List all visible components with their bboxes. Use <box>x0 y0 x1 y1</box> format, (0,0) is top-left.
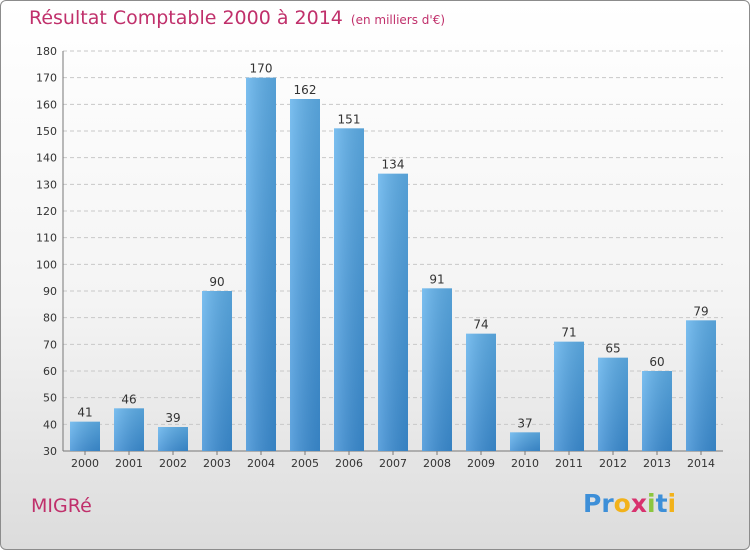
chart-title: Résultat Comptable 2000 à 2014 (en millie… <box>29 7 445 29</box>
data-label: 151 <box>338 112 361 126</box>
x-tick-label: 2002 <box>159 457 187 470</box>
data-label: 170 <box>250 62 273 76</box>
x-tick-label: 2001 <box>115 457 143 470</box>
x-tick-label: 2011 <box>555 457 583 470</box>
bar-shade <box>70 421 100 451</box>
y-tick-label: 170 <box>36 72 57 85</box>
chart-subtitle: (en milliers d'€) <box>350 13 446 27</box>
x-tick-label: 2010 <box>511 457 539 470</box>
bar-shade <box>686 320 716 451</box>
y-tick-label: 140 <box>36 152 57 165</box>
data-label: 39 <box>165 411 180 425</box>
logo-letter: x <box>630 489 647 518</box>
bar-shade <box>246 77 276 452</box>
place-name: MIGRé <box>31 495 92 517</box>
chart-title-text: Résultat Comptable 2000 à 2014 <box>29 7 343 29</box>
y-tick-label: 130 <box>36 178 57 191</box>
logo-letter: t <box>655 489 668 518</box>
data-label: 60 <box>649 355 664 369</box>
data-label: 65 <box>605 342 620 356</box>
data-label: 71 <box>561 326 576 340</box>
x-tick-label: 2004 <box>247 457 275 470</box>
bar-shade <box>510 432 540 451</box>
data-label: 37 <box>517 416 532 430</box>
x-tick-label: 2006 <box>335 457 363 470</box>
data-label: 162 <box>294 83 317 97</box>
bar-shade <box>334 128 364 451</box>
bar-shade <box>466 333 496 451</box>
bar-shade <box>290 99 320 451</box>
bar-shade <box>422 288 452 451</box>
y-tick-label: 110 <box>36 232 57 245</box>
data-label: 90 <box>209 275 224 289</box>
y-tick-label: 150 <box>36 125 57 138</box>
y-tick-label: 120 <box>36 205 57 218</box>
proxiti-logo: Proxiti <box>583 489 676 518</box>
y-tick-label: 40 <box>43 418 57 431</box>
y-tick-label: 60 <box>43 365 57 378</box>
x-tick-label: 2005 <box>291 457 319 470</box>
y-tick-label: 50 <box>43 392 57 405</box>
data-label: 79 <box>693 304 708 318</box>
logo-letter: r <box>601 489 614 518</box>
bar-shade <box>378 173 408 451</box>
bar-shade <box>554 341 584 451</box>
x-tick-label: 2013 <box>643 457 671 470</box>
bar-shade <box>202 291 232 451</box>
logo-letter: i <box>647 489 656 518</box>
data-label: 134 <box>382 158 405 172</box>
bar-shade <box>598 357 628 451</box>
logo-letter: i <box>667 489 677 518</box>
x-tick-label: 2003 <box>203 457 231 470</box>
bar-shade <box>642 371 672 451</box>
y-tick-label: 30 <box>43 445 57 458</box>
bar-shade <box>158 427 188 451</box>
y-tick-label: 180 <box>36 45 57 58</box>
y-tick-label: 160 <box>36 98 57 111</box>
x-tick-label: 2012 <box>599 457 627 470</box>
data-label: 74 <box>473 318 488 332</box>
data-label: 46 <box>121 392 136 406</box>
y-tick-label: 90 <box>43 285 57 298</box>
x-tick-label: 2009 <box>467 457 495 470</box>
y-tick-label: 100 <box>36 258 57 271</box>
data-label: 41 <box>77 406 92 420</box>
bar-shade <box>114 408 144 451</box>
logo-letter: P <box>583 489 602 518</box>
x-tick-label: 2008 <box>423 457 451 470</box>
y-tick-label: 80 <box>43 312 57 325</box>
y-tick-label: 70 <box>43 338 57 351</box>
logo-letter: o <box>613 489 631 518</box>
x-tick-label: 2000 <box>71 457 99 470</box>
x-tick-label: 2014 <box>687 457 715 470</box>
x-tick-label: 2007 <box>379 457 407 470</box>
data-label: 91 <box>429 272 444 286</box>
